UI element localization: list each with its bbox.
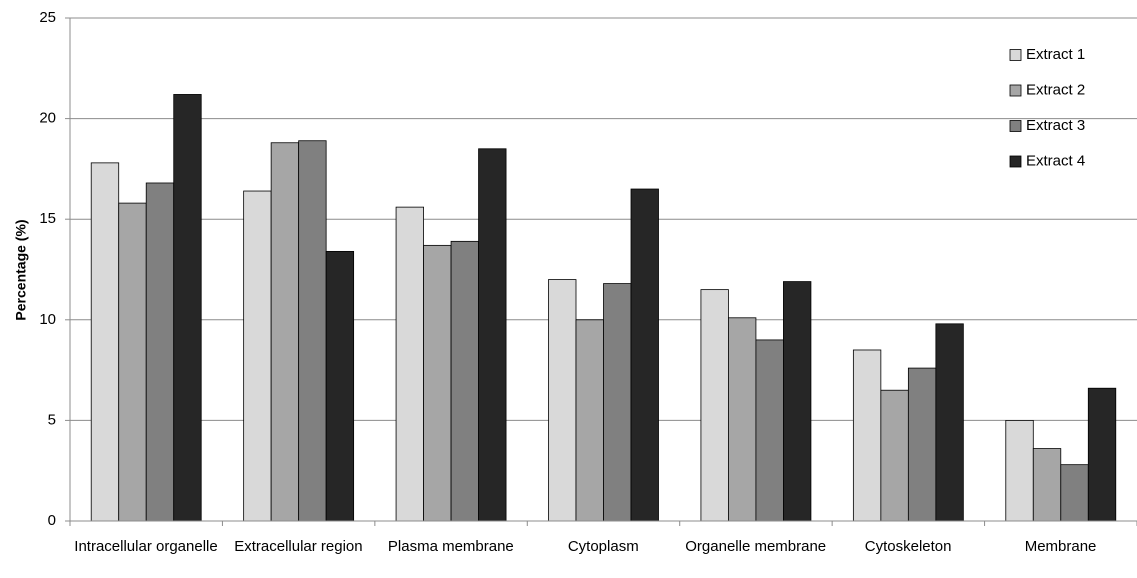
- bar: [478, 148, 507, 522]
- bar: [1005, 419, 1034, 522]
- legend-label: Extract 3: [1026, 117, 1085, 134]
- bar: [630, 188, 659, 522]
- bar: [423, 244, 452, 522]
- bar: [1087, 387, 1117, 522]
- bar: [783, 281, 812, 522]
- bar: [118, 202, 147, 522]
- x-tick-label: Intracellular organelle: [74, 538, 218, 555]
- legend-swatch: [1009, 120, 1022, 132]
- bar: [1032, 448, 1062, 522]
- legend-label: Extract 2: [1026, 81, 1085, 98]
- x-tick-label: Organelle membrane: [685, 538, 827, 555]
- legend-label: Extract 4: [1026, 152, 1085, 169]
- bar: [395, 206, 424, 522]
- bar: [450, 240, 479, 522]
- bar: [728, 317, 757, 522]
- x-tick-label: Cytoskeleton: [864, 538, 952, 555]
- y-tick-label: 10: [39, 311, 56, 328]
- y-tick-label: 20: [39, 110, 56, 127]
- y-tick-label: 15: [39, 210, 56, 227]
- y-tick-label: 5: [48, 411, 56, 428]
- bar: [935, 323, 964, 522]
- y-tick-label: 25: [39, 9, 56, 26]
- bar: [880, 389, 909, 522]
- x-tick-label: Cytoplasm: [567, 538, 639, 555]
- y-axis-title: Percentage (%): [13, 219, 29, 320]
- y-tick-label: 0: [48, 512, 56, 529]
- bar: [270, 142, 300, 522]
- legend-swatch: [1009, 155, 1022, 168]
- bar: [325, 250, 355, 522]
- x-tick-label: Membrane: [1024, 538, 1097, 555]
- bar: [907, 367, 937, 522]
- bar: [755, 339, 784, 522]
- bar: [90, 162, 120, 522]
- legend-swatch: [1009, 49, 1022, 61]
- bar: [548, 279, 577, 522]
- bar: [603, 283, 632, 522]
- bar: [145, 182, 175, 522]
- legend-label: Extract 1: [1026, 46, 1085, 63]
- x-tick-label: Plasma membrane: [387, 538, 514, 555]
- bar: [173, 94, 202, 522]
- bar: [1060, 464, 1089, 522]
- bar: [298, 140, 327, 522]
- x-tick-label: Extracellular region: [234, 538, 363, 555]
- bar: [243, 190, 272, 522]
- bar: [700, 289, 729, 522]
- bar: [575, 319, 604, 522]
- legend-swatch: [1009, 84, 1022, 97]
- bar: [852, 349, 882, 522]
